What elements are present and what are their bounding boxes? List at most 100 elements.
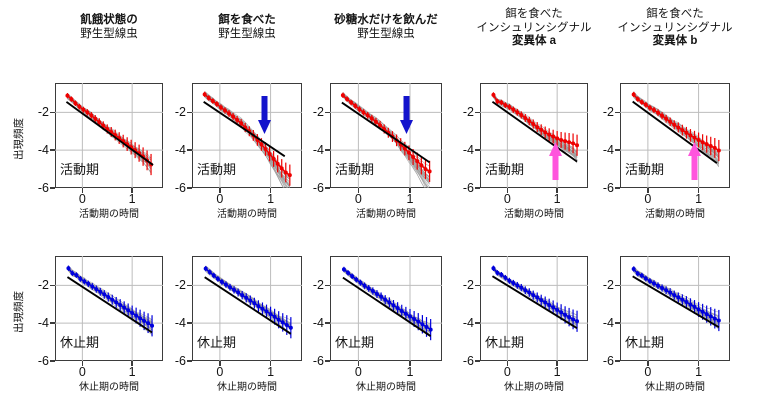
phase-label-rest-phase: 休止期 bbox=[625, 335, 665, 350]
column-header-line: 野生型線虫 bbox=[357, 27, 415, 40]
column-header-starved-wild-type: 飢餓状態の 野生型線虫 bbox=[14, 14, 204, 41]
y-tick-mark bbox=[475, 187, 480, 189]
column-header-line: 変異体 a bbox=[511, 35, 557, 48]
column-header-line: 餌を食べた bbox=[218, 14, 276, 26]
x-axis-label-starved-wild-type-rest: 休止期の時間 bbox=[79, 382, 139, 393]
mean-curve bbox=[343, 268, 432, 331]
x-tick-mark bbox=[556, 188, 558, 193]
x-tick-mark bbox=[506, 361, 509, 366]
x-tick-mark bbox=[131, 188, 133, 193]
y-tick-mark bbox=[615, 284, 620, 286]
y-axis-label-active-phase: 出現頻度 bbox=[13, 117, 25, 160]
x-tick-label: 1 bbox=[695, 365, 703, 379]
y-tick-label: -6 bbox=[602, 181, 614, 195]
plot-canvas bbox=[480, 83, 588, 188]
data-markers bbox=[66, 266, 155, 328]
mean-curve bbox=[633, 93, 720, 152]
fit-line bbox=[65, 101, 154, 166]
x-tick-mark bbox=[556, 361, 558, 366]
plot-canvas bbox=[620, 256, 730, 361]
fit-line bbox=[632, 100, 718, 164]
x-tick-mark bbox=[409, 361, 411, 366]
x-axis-label-fed-wild-type-active: 活動期の時間 bbox=[217, 209, 277, 220]
y-tick-label: -2 bbox=[174, 278, 186, 293]
fit-line bbox=[491, 100, 578, 163]
fit-line bbox=[632, 275, 720, 328]
x-tick-mark bbox=[81, 188, 84, 193]
phase-label-rest-phase: 休止期 bbox=[485, 335, 525, 350]
y-tick-label: -4 bbox=[37, 143, 49, 158]
x-axis-label-starved-wild-type-active: 活動期の時間 bbox=[79, 209, 139, 220]
arrow-down-icon bbox=[399, 95, 414, 134]
mean-curve bbox=[205, 268, 292, 329]
plot-canvas bbox=[330, 256, 442, 361]
x-tick-label: 1 bbox=[267, 192, 275, 206]
x-tick-label: 0 bbox=[78, 192, 86, 206]
phase-label-active-phase: 活動期 bbox=[197, 162, 237, 177]
y-tick-label: -2 bbox=[312, 105, 324, 120]
plot-canvas bbox=[620, 83, 730, 188]
y-tick-mark bbox=[475, 322, 480, 324]
mean-curve bbox=[67, 267, 153, 327]
column-header-line: 砂糖水だけを飲んだ bbox=[334, 14, 438, 26]
x-tick-mark bbox=[269, 361, 272, 366]
x-tick-mark bbox=[647, 188, 649, 193]
plot-canvas bbox=[192, 256, 302, 361]
y-tick-label: -2 bbox=[462, 278, 474, 293]
y-tick-label: -6 bbox=[462, 354, 474, 368]
data-markers bbox=[341, 267, 433, 332]
mean-curve bbox=[633, 268, 720, 322]
y-tick-label: -4 bbox=[37, 316, 49, 331]
x-tick-label: 1 bbox=[267, 365, 275, 379]
y-tick-label: -6 bbox=[602, 354, 614, 368]
fit-line bbox=[342, 276, 432, 337]
panel-starved-wild-type-rest: 休止期 bbox=[55, 256, 163, 361]
x-tick-label: 1 bbox=[553, 192, 561, 206]
y-tick-mark bbox=[50, 322, 55, 324]
x-tick-label: 1 bbox=[695, 192, 703, 206]
column-header-line: 野生型線虫 bbox=[80, 27, 138, 40]
x-axis-label-insulin-mutant-a-active: 活動期の時間 bbox=[504, 209, 564, 220]
gridlines bbox=[192, 83, 302, 188]
x-tick-label: 1 bbox=[553, 365, 561, 379]
x-tick-label: 0 bbox=[354, 192, 362, 206]
fit-line bbox=[66, 276, 153, 334]
column-header-line: 野生型線虫 bbox=[218, 27, 276, 40]
column-header-line: 飢餓状態の bbox=[80, 14, 138, 26]
x-tick-mark bbox=[647, 361, 649, 366]
x-axis-label-insulin-mutant-a-rest: 休止期の時間 bbox=[504, 382, 564, 393]
arrow-up-icon bbox=[548, 141, 563, 180]
y-tick-mark bbox=[615, 322, 620, 324]
data-markers bbox=[491, 92, 580, 148]
y-tick-label: -2 bbox=[37, 105, 49, 120]
y-tick-mark bbox=[187, 111, 192, 113]
mean-curve bbox=[492, 94, 578, 146]
y-axis-label-rest-phase: 出現頻度 bbox=[13, 290, 25, 333]
x-tick-mark bbox=[357, 361, 360, 366]
y-tick-label: -2 bbox=[602, 278, 614, 293]
y-tick-mark bbox=[325, 149, 330, 151]
fit-line bbox=[341, 101, 431, 164]
x-axis-label-fed-wild-type-rest: 休止期の時間 bbox=[217, 382, 277, 393]
phase-label-active-phase: 活動期 bbox=[625, 162, 665, 177]
y-tick-label: -4 bbox=[462, 143, 474, 158]
panel-sugar-water-wild-type-active: 活動期 bbox=[330, 83, 442, 188]
x-tick-label: 0 bbox=[503, 365, 511, 379]
y-tick-mark bbox=[187, 322, 192, 324]
y-tick-label: -6 bbox=[37, 354, 49, 368]
panel-insulin-mutant-b-rest: 休止期 bbox=[620, 256, 730, 361]
y-tick-label: -6 bbox=[462, 181, 474, 195]
column-header-insulin-mutant-a: 餌を食べた インシュリンシグナル 変異体 a bbox=[439, 8, 629, 49]
x-tick-label: 1 bbox=[406, 365, 414, 379]
plot-canvas bbox=[192, 83, 302, 188]
x-tick-label: 1 bbox=[128, 192, 136, 206]
panel-insulin-mutant-b-active: 活動期 bbox=[620, 83, 730, 188]
column-header-line: 餌を食べた bbox=[505, 8, 563, 20]
arrow-down-icon bbox=[257, 95, 272, 134]
y-tick-mark bbox=[615, 149, 620, 151]
column-header-sugar-water-wild-type: 砂糖水だけを飲んだ 野生型線虫 bbox=[291, 14, 481, 41]
plot-canvas bbox=[55, 83, 163, 188]
data-markers bbox=[631, 267, 721, 323]
x-axis-label-insulin-mutant-b-active: 活動期の時間 bbox=[645, 209, 705, 220]
